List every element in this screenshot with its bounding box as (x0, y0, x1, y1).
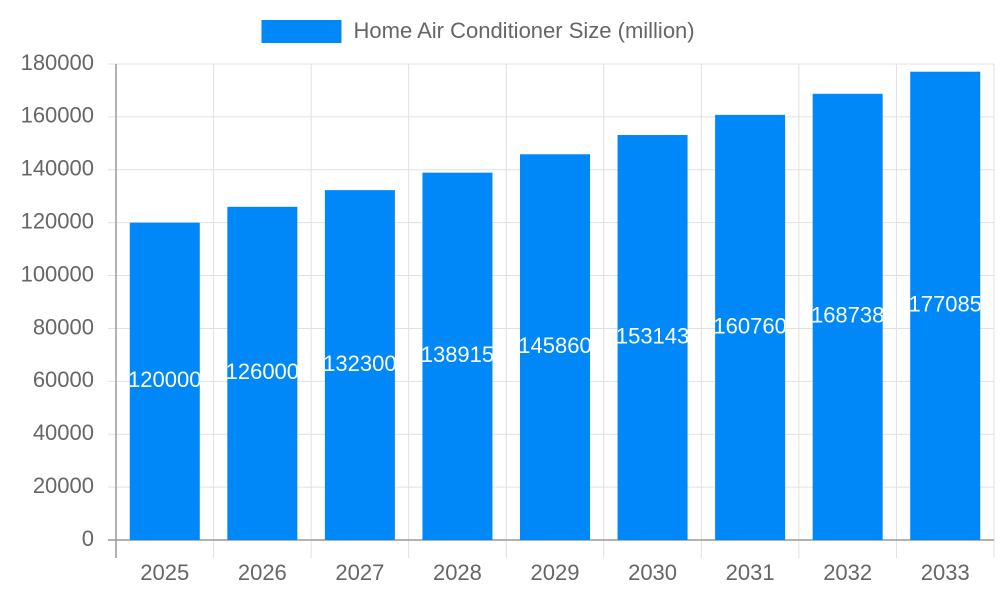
y-tick-label: 180000 (21, 50, 94, 75)
bar (324, 190, 395, 540)
value-label: 126000 (226, 359, 299, 384)
value-label: 177085 (909, 292, 982, 317)
x-tick-label: 2025 (140, 560, 189, 585)
y-tick-label: 100000 (21, 261, 94, 286)
y-tick-label: 120000 (21, 208, 94, 233)
value-label: 120000 (128, 367, 201, 392)
value-label: 132300 (323, 351, 396, 376)
y-tick-label: 40000 (33, 420, 94, 445)
legend-label: Home Air Conditioner Size (million) (354, 18, 695, 43)
bar (227, 206, 298, 541)
value-label: 145860 (518, 333, 591, 358)
bar (715, 114, 786, 540)
y-tick-label: 20000 (33, 473, 94, 498)
x-tick-label: 2032 (823, 560, 872, 585)
x-tick-label: 2031 (726, 560, 775, 585)
y-tick-label: 60000 (33, 367, 94, 392)
value-label: 168738 (811, 303, 884, 328)
x-tick-label: 2027 (335, 560, 384, 585)
y-tick-label: 0 (82, 526, 94, 551)
x-tick-label: 2029 (531, 560, 580, 585)
bar (129, 222, 200, 540)
bar (910, 71, 981, 540)
bar (617, 135, 688, 540)
y-tick-label: 160000 (21, 103, 94, 128)
x-tick-label: 2026 (238, 560, 287, 585)
value-label: 138915 (421, 342, 494, 367)
bar (812, 93, 883, 540)
x-tick-label: 2030 (628, 560, 677, 585)
legend-swatch (261, 20, 342, 43)
x-tick-label: 2033 (921, 560, 970, 585)
y-tick-label: 80000 (33, 314, 94, 339)
value-label: 153143 (616, 323, 689, 348)
x-tick-label: 2028 (433, 560, 482, 585)
bar (520, 154, 590, 541)
value-label: 160760 (713, 313, 786, 338)
bar (422, 172, 493, 540)
y-tick-label: 140000 (21, 156, 94, 181)
